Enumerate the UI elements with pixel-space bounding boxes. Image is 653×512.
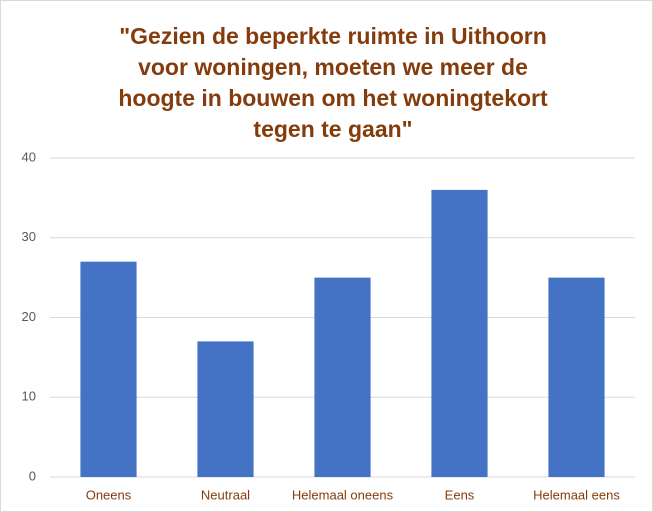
bar bbox=[314, 277, 371, 477]
y-tick-label: 0 bbox=[29, 468, 36, 483]
x-tick-label: Helemaal eens bbox=[533, 487, 620, 502]
y-tick-label: 40 bbox=[22, 149, 36, 164]
y-tick-label: 10 bbox=[22, 389, 36, 404]
x-tick-label: Eens bbox=[445, 487, 475, 502]
chart-title: hoogte in bouwen om het woningtekort bbox=[118, 85, 548, 111]
y-tick-label: 30 bbox=[22, 229, 36, 244]
bar bbox=[431, 189, 488, 477]
bar bbox=[548, 277, 605, 477]
y-tick-label: 20 bbox=[22, 309, 36, 324]
chart-title: "Gezien de beperkte ruimte in Uithoorn bbox=[119, 23, 547, 49]
x-tick-label: Neutraal bbox=[201, 487, 250, 502]
chart-title: tegen te gaan" bbox=[253, 116, 412, 142]
bar bbox=[197, 341, 254, 477]
bar bbox=[80, 261, 137, 477]
chart-title: voor woningen, moeten we meer de bbox=[138, 54, 528, 80]
x-tick-label: Helemaal oneens bbox=[292, 487, 394, 502]
x-tick-label: Oneens bbox=[86, 487, 132, 502]
